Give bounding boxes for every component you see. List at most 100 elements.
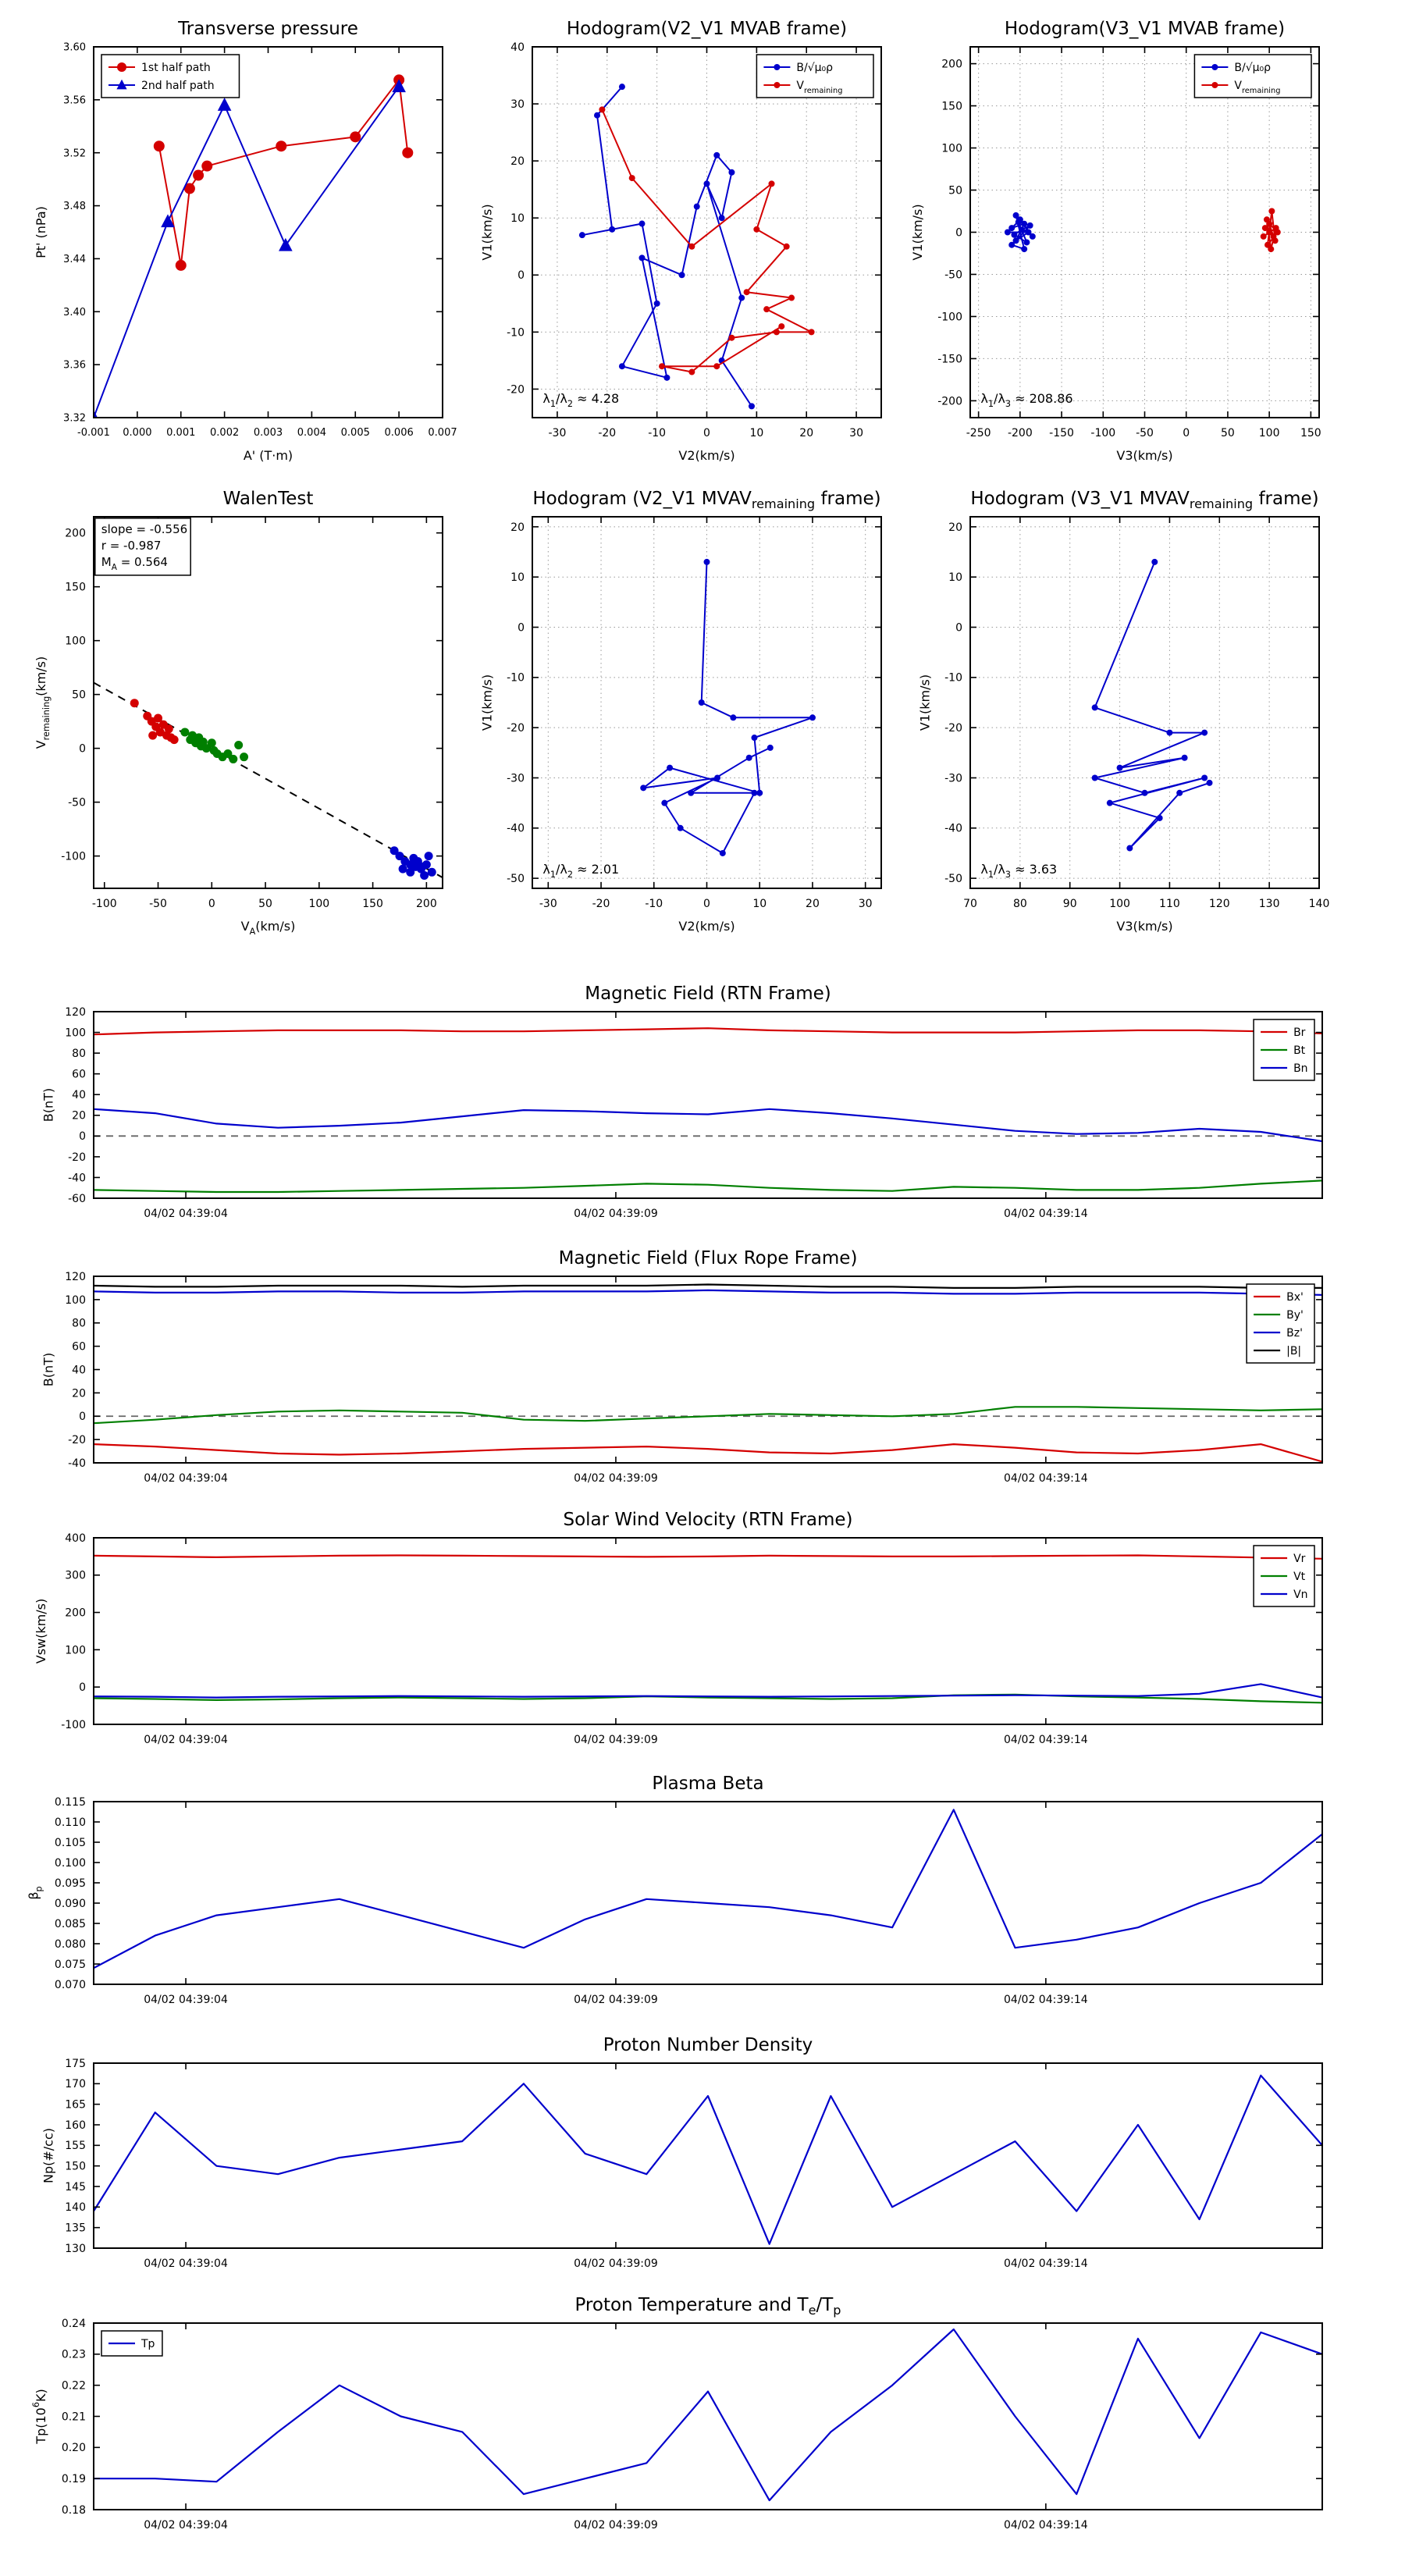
- svg-text:-40: -40: [68, 1172, 86, 1184]
- svg-text:04/02 04:39:14: 04/02 04:39:14: [1004, 1472, 1088, 1485]
- svg-text:-100: -100: [92, 898, 117, 910]
- svg-text:120: 120: [65, 1006, 86, 1019]
- svg-text:100: 100: [65, 1026, 86, 1039]
- svg-text:Vr: Vr: [1293, 1553, 1306, 1565]
- svg-text:04/02 04:39:09: 04/02 04:39:09: [574, 1472, 658, 1485]
- svg-text:0: 0: [1183, 427, 1190, 439]
- svg-text:-10: -10: [944, 672, 962, 685]
- svg-text:150: 150: [941, 100, 962, 112]
- svg-text:By': By': [1286, 1309, 1304, 1322]
- svg-text:Tp(106K): Tp(106K): [31, 2389, 48, 2444]
- svg-text:-10: -10: [507, 672, 525, 685]
- svg-text:WalenTest: WalenTest: [223, 489, 314, 509]
- svg-text:04/02 04:39:09: 04/02 04:39:09: [574, 1208, 658, 1220]
- svg-text:Magnetic Field (RTN Frame): Magnetic Field (RTN Frame): [585, 984, 831, 1004]
- svg-text:3.44: 3.44: [63, 254, 86, 265]
- svg-text:155: 155: [65, 2140, 86, 2152]
- svg-text:30: 30: [510, 98, 525, 111]
- svg-text:V2(km/s): V2(km/s): [678, 448, 735, 463]
- chart-walen-test: -100 -50 0 50 100 150 200 -100 -50 0 50 100 150 200 Wa…: [34, 489, 443, 937]
- svg-text:0.22: 0.22: [62, 2380, 86, 2393]
- svg-text:165: 165: [65, 2099, 86, 2112]
- svg-text:20: 20: [510, 521, 525, 534]
- svg-text:V3(km/s): V3(km/s): [1116, 448, 1172, 463]
- svg-text:-100: -100: [61, 851, 86, 863]
- svg-text:-20: -20: [944, 722, 962, 735]
- svg-text:-200: -200: [937, 395, 962, 407]
- svg-text:λ1/λ3 ≈ 3.63: λ1/λ3 ≈ 3.63: [980, 862, 1057, 880]
- svg-text:80: 80: [72, 1048, 86, 1060]
- svg-text:-20: -20: [68, 1434, 86, 1446]
- svg-text:0.24: 0.24: [62, 2318, 86, 2330]
- svg-text:04/02 04:39:14: 04/02 04:39:14: [1004, 1734, 1088, 1746]
- svg-text:-30: -30: [548, 427, 566, 439]
- svg-text:04/02 04:39:09: 04/02 04:39:09: [574, 2519, 658, 2532]
- svg-text:Pt' (nPa): Pt' (nPa): [34, 206, 48, 258]
- svg-text:20: 20: [72, 1387, 86, 1400]
- svg-text:04/02 04:39:14: 04/02 04:39:14: [1004, 2519, 1088, 2532]
- svg-text:04/02 04:39:09: 04/02 04:39:09: [574, 1734, 658, 1746]
- svg-text:Bz': Bz': [1286, 1327, 1303, 1340]
- svg-text:Bt: Bt: [1293, 1044, 1306, 1057]
- svg-text:-50: -50: [68, 797, 86, 809]
- svg-text:-20: -20: [507, 383, 525, 396]
- svg-text:300: 300: [65, 1570, 86, 1582]
- svg-text:04/02 04:39:04: 04/02 04:39:04: [144, 2519, 228, 2532]
- svg-text:-20: -20: [68, 1151, 86, 1164]
- svg-text:Magnetic Field (Flux Rope Fram: Magnetic Field (Flux Rope Frame): [559, 1248, 858, 1268]
- svg-text:V1(km/s): V1(km/s): [918, 674, 933, 731]
- svg-text:135: 135: [65, 2222, 86, 2235]
- svg-text:V1(km/s): V1(km/s): [910, 204, 925, 260]
- svg-text:Vremaining(km/s): Vremaining(km/s): [34, 656, 52, 749]
- svg-text:V1(km/s): V1(km/s): [480, 674, 495, 731]
- svg-text:60: 60: [72, 1341, 86, 1354]
- svg-text:0.110: 0.110: [55, 1816, 86, 1829]
- svg-text:80: 80: [72, 1318, 86, 1330]
- svg-text:0.080: 0.080: [55, 1938, 86, 1951]
- svg-text:100: 100: [65, 1644, 86, 1656]
- svg-text:-40: -40: [507, 823, 525, 835]
- svg-text:0: 0: [955, 226, 962, 239]
- svg-text:3.52: 3.52: [63, 148, 86, 159]
- svg-text:0.003: 0.003: [254, 427, 283, 439]
- svg-text:λ1/λ2 ≈ 4.28: λ1/λ2 ≈ 4.28: [542, 391, 619, 409]
- svg-text:0.21: 0.21: [62, 2411, 86, 2423]
- svg-text:04/02 04:39:04: 04/02 04:39:04: [144, 1208, 228, 1220]
- svg-text:30: 30: [859, 898, 873, 910]
- svg-text:50: 50: [1221, 427, 1235, 439]
- svg-text:100: 100: [1259, 427, 1280, 439]
- svg-text:0.20: 0.20: [62, 2442, 86, 2454]
- svg-text:04/02 04:39:04: 04/02 04:39:04: [144, 2258, 228, 2270]
- svg-text:Vremaining: Vremaining: [1234, 80, 1280, 95]
- svg-text:-30: -30: [944, 772, 962, 785]
- svg-text:r = -0.987: r = -0.987: [101, 539, 162, 553]
- svg-text:-100: -100: [937, 311, 962, 323]
- svg-text:10: 10: [510, 571, 525, 584]
- svg-text:100: 100: [1109, 898, 1130, 910]
- svg-text:B/√μ₀ρ: B/√μ₀ρ: [1234, 62, 1271, 74]
- svg-text:0: 0: [518, 621, 525, 634]
- svg-text:λ1/λ3 ≈ 208.86: λ1/λ3 ≈ 208.86: [980, 391, 1072, 409]
- svg-text:-150: -150: [1049, 427, 1074, 439]
- chart-mag-rtn: 04/02 04:39:04 04/02 04:39:09 04/02 04:39:…: [41, 984, 1323, 1220]
- svg-text:400: 400: [65, 1532, 86, 1545]
- chart-transverse-pressure: -0.001 0.000 0.001 0.002 0.003 0.004 0.005 0.00…: [34, 19, 457, 463]
- chart-proton-temp: 04/02 04:39:04 04/02 04:39:09 04/02 04:39:…: [31, 2295, 1323, 2532]
- svg-text:0: 0: [703, 427, 710, 439]
- svg-text:V3(km/s): V3(km/s): [1116, 919, 1172, 934]
- svg-text:20: 20: [72, 1110, 86, 1123]
- svg-text:-50: -50: [507, 873, 525, 885]
- svg-text:0.100: 0.100: [55, 1857, 86, 1870]
- svg-text:100: 100: [65, 1294, 86, 1307]
- svg-text:Vsw(km/s): Vsw(km/s): [34, 1599, 48, 1663]
- svg-text:0.004: 0.004: [297, 427, 326, 439]
- svg-text:V2(km/s): V2(km/s): [678, 919, 735, 934]
- svg-text:90: 90: [1063, 898, 1077, 910]
- svg-text:λ1/λ2 ≈ 2.01: λ1/λ2 ≈ 2.01: [542, 862, 619, 880]
- svg-text:-10: -10: [645, 898, 663, 910]
- chart-proton-density: 04/02 04:39:04 04/02 04:39:09 04/02 04:39:…: [41, 2035, 1323, 2270]
- svg-text:130: 130: [65, 2243, 86, 2255]
- svg-text:110: 110: [1159, 898, 1180, 910]
- svg-text:10: 10: [510, 212, 525, 225]
- svg-text:B/√μ₀ρ: B/√μ₀ρ: [796, 62, 833, 74]
